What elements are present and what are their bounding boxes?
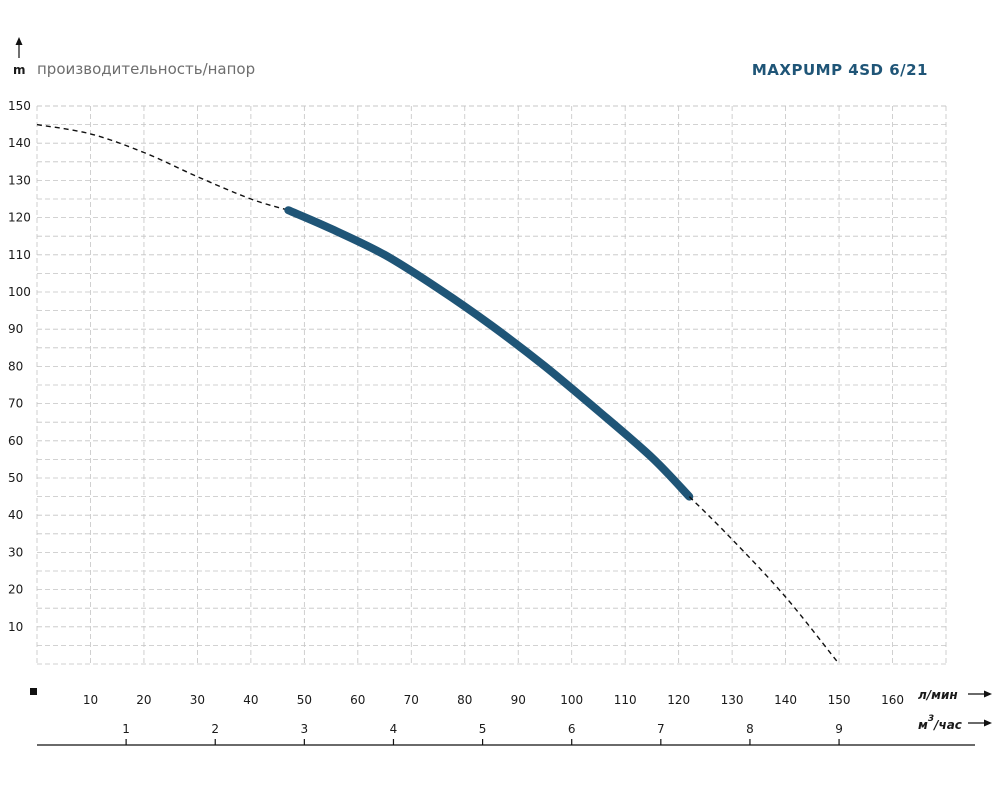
x-tick-label: 60 [350, 693, 365, 707]
x2-tick-label: 6 [568, 722, 576, 736]
x2-tick-label: 5 [479, 722, 487, 736]
operating-range-curve [284, 206, 694, 501]
axis-origin-marker [30, 688, 37, 695]
x-tick-label: 20 [136, 693, 151, 707]
extrapolated-curve-2 [688, 496, 840, 665]
x2-tick-label: 8 [746, 722, 754, 736]
y-tick-label: 60 [8, 434, 23, 448]
x2-tick-label: 1 [122, 722, 130, 736]
chart-subtitle: производительность/напор [37, 60, 255, 78]
performance-curve [36, 123, 840, 665]
x2-axis-arrow-icon [968, 719, 992, 727]
x-tick-label: 150 [828, 693, 851, 707]
x-axis-unit-lpm: л/мин [918, 688, 958, 702]
y-tick-label: 90 [8, 322, 23, 336]
x-tick-label: 40 [243, 693, 258, 707]
y-tick-label: 120 [8, 211, 31, 225]
x2-tick-label: 3 [301, 722, 309, 736]
x-tick-label: 10 [83, 693, 98, 707]
x2-tick-label: 2 [211, 722, 219, 736]
y-tick-label: 50 [8, 471, 23, 485]
chart-title: MAXPUMP 4SD 6/21 [752, 61, 928, 79]
y-axis-arrow-icon [15, 37, 23, 58]
x-tick-label: 130 [721, 693, 744, 707]
extrapolated-curve-0 [36, 123, 289, 211]
x-tick-label: 80 [457, 693, 472, 707]
y-tick-label: 100 [8, 285, 31, 299]
x2-tick-label: 9 [835, 722, 843, 736]
x-tick-label: 120 [667, 693, 690, 707]
y-tick-label: 110 [8, 248, 31, 262]
x2-tick-label: 7 [657, 722, 665, 736]
grid [36, 105, 947, 665]
x-tick-label: 30 [190, 693, 205, 707]
y-tick-label: 130 [8, 173, 31, 187]
x-axis-arrow-icon [968, 690, 992, 698]
x-tick-label: 70 [404, 693, 419, 707]
y-tick-label: 80 [8, 359, 23, 373]
y-tick-label: 30 [8, 545, 23, 559]
x-tick-label: 140 [774, 693, 797, 707]
y-tick-label: 40 [8, 508, 23, 522]
x2-tick-label: 4 [390, 722, 398, 736]
x-tick-label: 90 [511, 693, 526, 707]
x-tick-label: 160 [881, 693, 904, 707]
y-tick-label: 10 [8, 620, 23, 634]
y-tick-label: 140 [8, 136, 31, 150]
x2-axis-unit: м3/час [918, 714, 962, 732]
y-tick-label: 20 [8, 583, 23, 597]
x-tick-label: 110 [614, 693, 637, 707]
x-tick-label: 50 [297, 693, 312, 707]
y-tick-label: 70 [8, 397, 23, 411]
x-tick-label: 100 [560, 693, 583, 707]
y-tick-label: 150 [8, 99, 31, 113]
y-axis-label: m [13, 63, 26, 77]
